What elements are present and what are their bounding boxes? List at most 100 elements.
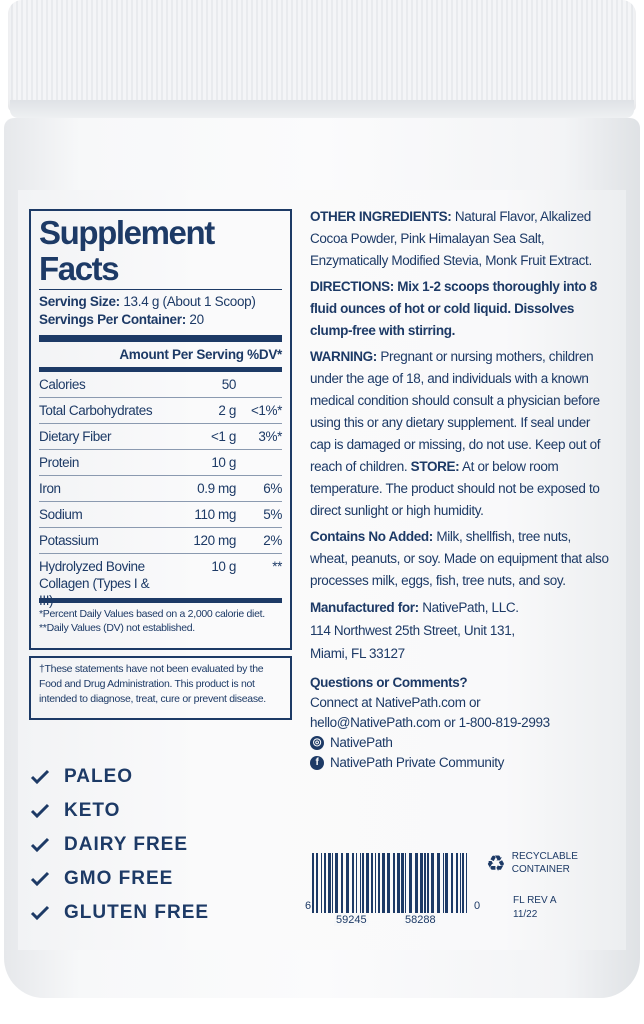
barcode-bar bbox=[437, 853, 440, 913]
barcode-bar bbox=[415, 853, 418, 913]
nutrient-amount: <1 g bbox=[210, 429, 236, 444]
barcode-digits: 58288 bbox=[403, 914, 438, 926]
divider bbox=[39, 367, 282, 372]
nutrient-name: Calories bbox=[39, 377, 86, 392]
barcode-bar bbox=[451, 853, 453, 913]
recycle-icon: ♻ bbox=[486, 850, 506, 876]
barcode-bar bbox=[456, 853, 458, 913]
barcode-bar bbox=[462, 853, 464, 913]
barcode-digits: 59245 bbox=[334, 914, 369, 926]
barcode-bar bbox=[316, 853, 318, 913]
barcode-bar bbox=[362, 853, 364, 913]
barcode-bar bbox=[321, 853, 322, 913]
barcode-bar bbox=[332, 853, 333, 913]
barcode-digit: 0 bbox=[474, 900, 481, 912]
nutrient-amount: 50 bbox=[221, 377, 237, 392]
barcode-bar bbox=[346, 853, 349, 913]
revision-code: FL REV A 11/22 bbox=[513, 894, 557, 922]
store: At or below room temperature. The produc… bbox=[310, 459, 600, 518]
barcode-bar bbox=[397, 853, 400, 913]
claim-item: PALEO bbox=[30, 760, 209, 794]
checkmark-icon bbox=[30, 837, 50, 853]
barcode-bar bbox=[366, 853, 369, 913]
nutrient-name: Total Carbohydrates bbox=[39, 403, 153, 418]
nutrient-row: Calories 50 bbox=[39, 372, 282, 398]
checkmark-icon bbox=[30, 803, 50, 819]
amount-header: Amount Per Serving %DV* bbox=[119, 347, 282, 362]
nutrient-dv: 3%* bbox=[258, 429, 282, 444]
nutrient-name: Potassium bbox=[39, 533, 99, 548]
barcode-bar bbox=[405, 853, 406, 913]
nutrient-name: Protein bbox=[39, 455, 79, 470]
barcode-digit: 6 bbox=[305, 900, 312, 912]
product-label bbox=[18, 190, 626, 950]
nutrient-row: Dietary Fiber <1 g 3%* bbox=[39, 424, 282, 450]
claim-label: KETO bbox=[64, 800, 121, 821]
barcode-bar bbox=[424, 853, 426, 913]
nutrient-name: Iron bbox=[39, 481, 61, 496]
barcode-bar bbox=[393, 853, 395, 913]
instagram-handle: NativePath bbox=[330, 735, 393, 750]
servings-label: Servings Per Container: bbox=[39, 312, 186, 327]
claim-item: GMO FREE bbox=[30, 862, 209, 896]
barcode-bar bbox=[356, 853, 357, 913]
barcode-bar bbox=[352, 853, 354, 913]
barcode-bar bbox=[466, 853, 467, 913]
claim-item: KETO bbox=[30, 794, 209, 828]
barcode-bar bbox=[387, 853, 390, 913]
barcode-bar bbox=[324, 853, 326, 913]
servings: 20 bbox=[189, 312, 204, 327]
supplement-facts-panel: Supplement Facts Serving Size: 13.4 g (A… bbox=[29, 209, 292, 650]
warning-label: WARNING: bbox=[310, 349, 377, 364]
footnote: *Percent Daily Values based on a 2,000 c… bbox=[39, 608, 265, 620]
nutrient-row: Potassium 120 mg 2% bbox=[39, 528, 282, 554]
fda-disclaimer: †These statements have not been evaluate… bbox=[29, 656, 292, 720]
container-lid bbox=[8, 0, 636, 112]
barcode-bar bbox=[375, 853, 376, 913]
nutrient-row: Total Carbohydrates 2 g <1%* bbox=[39, 398, 282, 424]
barcode bbox=[312, 853, 467, 913]
barcode-bar bbox=[443, 853, 444, 913]
divider bbox=[39, 598, 282, 603]
serving-size: 13.4 g (About 1 Scoop) bbox=[123, 294, 256, 309]
barcode-bar bbox=[445, 853, 448, 913]
claims-list: PALEO KETO DAIRY FREE GMO FREE GLUTEN FREE bbox=[30, 760, 209, 930]
manufacturer-label: Manufactured for: bbox=[310, 600, 419, 615]
recyclable-badge: ♻ RECYCLABLE CONTAINER bbox=[486, 850, 578, 876]
warning: Pregnant or nursing mothers, children un… bbox=[310, 349, 601, 474]
nutrient-amount: 2 g bbox=[218, 403, 236, 418]
claim-label: GMO FREE bbox=[64, 868, 174, 889]
footnote: **Daily Values (DV) not established. bbox=[39, 622, 195, 634]
info-column: OTHER INGREDIENTS: Natural Flavor, Alkal… bbox=[310, 206, 610, 773]
barcode-bar bbox=[328, 853, 331, 913]
lid-rim bbox=[10, 100, 634, 118]
nutrient-amount: 10 g bbox=[211, 455, 236, 470]
claim-label: GLUTEN FREE bbox=[64, 902, 210, 923]
barcode-bar bbox=[341, 853, 343, 913]
directions: DIRECTIONS: Mix 1-2 scoops thoroughly in… bbox=[310, 279, 597, 338]
other-ingredients: Natural Flavor, Alkalized Cocoa Powder, … bbox=[310, 209, 592, 268]
barcode-bar bbox=[371, 853, 373, 913]
barcode-bar bbox=[431, 853, 434, 913]
nutrient-amount: 110 mg bbox=[194, 507, 236, 522]
contains-label: Contains No Added: bbox=[310, 529, 433, 544]
nutrient-dv: 5% bbox=[263, 507, 282, 522]
barcode-bar bbox=[378, 853, 380, 913]
barcode-bar bbox=[312, 853, 314, 913]
recycle-text: RECYCLABLE bbox=[511, 851, 578, 862]
facebook-icon: f bbox=[310, 756, 324, 770]
other-ingredients-label: OTHER INGREDIENTS: bbox=[310, 209, 452, 224]
questions-heading: Questions or Comments? bbox=[310, 675, 468, 690]
checkmark-icon bbox=[30, 871, 50, 887]
claim-item: DAIRY FREE bbox=[30, 828, 209, 862]
revision-text: FL REV A bbox=[513, 895, 557, 906]
claim-label: DAIRY FREE bbox=[64, 834, 189, 855]
checkmark-icon bbox=[30, 905, 50, 921]
instagram-icon: ◎ bbox=[310, 736, 324, 750]
recycle-text: CONTAINER bbox=[511, 864, 570, 875]
address-line: 114 Northwest 25th Street, Unit 131, bbox=[310, 623, 515, 638]
barcode-bar bbox=[335, 853, 338, 913]
barcode-bar bbox=[409, 853, 412, 913]
nutrient-row: Iron 0.9 mg 6% bbox=[39, 476, 282, 502]
connect-text: Connect at NativePath.com or bbox=[310, 695, 481, 710]
